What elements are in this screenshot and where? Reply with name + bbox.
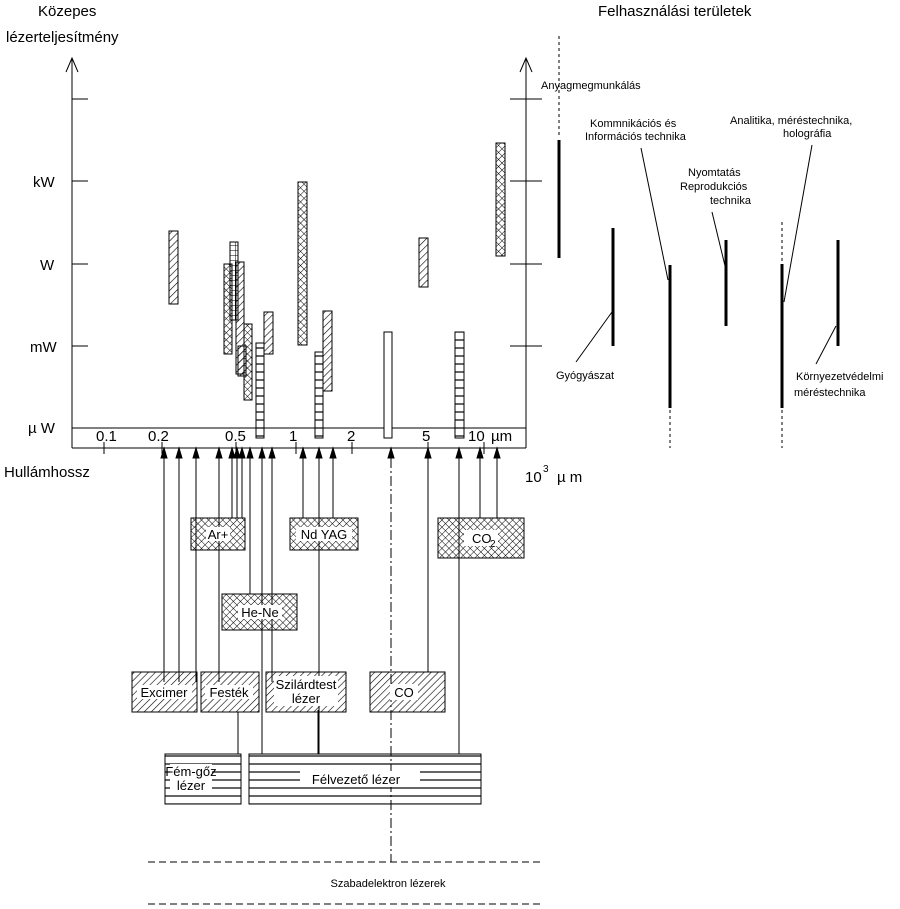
app-anyag: Anyagmegmunkálás — [541, 80, 641, 92]
app-nyomtatas-3: technika — [710, 195, 752, 207]
x-far-exp: 3 — [543, 464, 549, 475]
label-szilardtest-1: Szilárdtest — [276, 677, 337, 692]
bar-hene — [255, 342, 265, 439]
x-far-base: 10 — [525, 469, 542, 486]
label-co: CO — [394, 685, 414, 700]
app-nyomtatas-1: Nyomtatás — [688, 167, 741, 179]
bar-freeelectron — [383, 331, 393, 439]
x-tick-unit: µm — [491, 428, 512, 445]
connector-lines — [237, 710, 319, 754]
box-excimer: Excimer — [131, 671, 198, 713]
bar-semicond-ir — [314, 351, 324, 439]
label-ndyag: Nd YAG — [301, 527, 347, 542]
box-szilardtest: Szilárdtest lézer — [265, 671, 347, 713]
x-tick-0-5: 0.5 — [225, 428, 246, 445]
box-festek: Festék — [200, 671, 260, 713]
bar-ar-low — [223, 263, 233, 355]
label-co2: CO — [472, 531, 492, 546]
x-tick-0-2: 0.2 — [148, 428, 169, 445]
app-kornyezet-1: Környezetvédelmi — [796, 371, 883, 383]
box-co: CO — [369, 671, 446, 713]
title-left-line2: lézerteljesítmény — [6, 29, 119, 46]
y-axis-right — [510, 56, 542, 448]
label-festek: Festék — [209, 685, 249, 700]
application-bars — [557, 36, 840, 448]
title-left-line1: Közepes — [38, 3, 96, 20]
label-szilardtest-2: lézer — [292, 691, 321, 706]
label-co2-sub: 2 — [490, 539, 496, 550]
bar-ndyag — [297, 181, 308, 346]
box-co2: CO 2 — [437, 517, 525, 559]
y-tick-mw: mW — [30, 339, 57, 356]
power-range-bars — [168, 142, 506, 439]
box-ar: Ar+ — [190, 517, 246, 551]
y-tick-w: W — [40, 257, 55, 274]
box-ndyag: Nd YAG — [289, 517, 359, 551]
app-nyomtatas-2: Reprodukciós — [680, 181, 748, 193]
label-hene: He-Ne — [241, 605, 279, 620]
label-fem-goz-2: lézer — [177, 778, 206, 793]
bar-dye-3 — [237, 345, 247, 377]
x-tick-1: 1 — [289, 428, 297, 445]
box-hene: He-Ne — [221, 593, 298, 631]
app-analitika-1: Analitika, méréstechnika, — [730, 115, 852, 127]
x-axis-label: Hullámhossz — [4, 464, 90, 481]
free-electron-band: Szabadelektron lézerek — [148, 861, 540, 905]
title-right: Felhasználási területek — [598, 3, 752, 20]
label-felvezeto: Félvezető lézer — [312, 772, 401, 787]
label-excimer: Excimer — [141, 685, 189, 700]
x-tick-10: 10 — [468, 428, 485, 445]
app-analitika-2: holográfia — [783, 128, 832, 140]
x-axis-ticks — [103, 442, 485, 454]
app-komm-1: Kommnikációs és — [590, 118, 677, 130]
app-komm-2: Információs technika — [585, 131, 687, 143]
label-ar: Ar+ — [208, 527, 229, 542]
bar-semicond-red — [263, 311, 274, 355]
y-axis — [65, 56, 88, 448]
bar-co — [418, 237, 429, 288]
bar-co2 — [495, 142, 506, 257]
x-tick-0-1: 0.1 — [96, 428, 117, 445]
label-szabadelektron: Szabadelektron lézerek — [331, 878, 446, 890]
y-tick-kw: kW — [33, 174, 56, 191]
x-tick-2: 2 — [347, 428, 355, 445]
box-fem-goz: Fém-gőz lézer — [164, 753, 242, 805]
y-tick-uw: µ W — [28, 420, 56, 437]
application-leaders — [575, 144, 837, 365]
app-kornyezet-2: méréstechnika — [794, 387, 866, 399]
app-gyogy: Gyógyászat — [556, 370, 614, 382]
box-felvezeto: Félvezető lézer — [248, 753, 482, 805]
label-fem-goz-1: Fém-gőz — [165, 764, 216, 779]
x-tick-5: 5 — [422, 428, 430, 445]
bar-ir-2 — [322, 310, 333, 392]
bar-excimer — [168, 230, 179, 305]
bar-semicond-far — [454, 331, 465, 439]
x-far-unit: µ m — [557, 469, 582, 486]
